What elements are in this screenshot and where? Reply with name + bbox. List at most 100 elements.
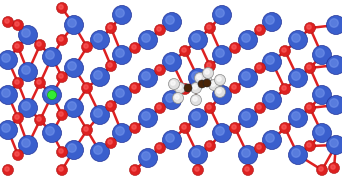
Circle shape — [113, 123, 132, 143]
Circle shape — [35, 115, 45, 125]
Circle shape — [116, 9, 124, 17]
Circle shape — [282, 125, 286, 129]
Circle shape — [292, 34, 300, 42]
Circle shape — [37, 80, 41, 84]
Circle shape — [5, 19, 9, 23]
Circle shape — [155, 25, 166, 36]
Circle shape — [197, 75, 201, 79]
Circle shape — [188, 68, 208, 88]
Circle shape — [15, 115, 19, 119]
Circle shape — [68, 62, 76, 70]
Circle shape — [238, 30, 258, 50]
Circle shape — [211, 82, 215, 86]
Circle shape — [207, 63, 211, 67]
Circle shape — [182, 86, 186, 90]
Circle shape — [0, 50, 17, 70]
Circle shape — [205, 140, 215, 152]
Circle shape — [214, 74, 225, 85]
Circle shape — [81, 42, 92, 53]
Circle shape — [289, 68, 307, 88]
Circle shape — [327, 136, 342, 154]
Circle shape — [182, 125, 186, 129]
Circle shape — [166, 134, 174, 142]
Circle shape — [130, 43, 141, 53]
Circle shape — [254, 102, 265, 114]
Circle shape — [0, 121, 17, 139]
Circle shape — [105, 60, 117, 71]
Circle shape — [81, 125, 92, 136]
Circle shape — [180, 46, 190, 57]
Circle shape — [113, 46, 132, 64]
Circle shape — [282, 48, 286, 52]
Circle shape — [257, 105, 261, 109]
Circle shape — [94, 109, 102, 117]
Circle shape — [2, 124, 10, 132]
Circle shape — [304, 22, 316, 33]
Circle shape — [307, 65, 311, 69]
Circle shape — [203, 79, 211, 87]
Circle shape — [263, 12, 281, 32]
Circle shape — [0, 85, 17, 105]
Circle shape — [198, 80, 206, 88]
Circle shape — [22, 29, 30, 37]
Circle shape — [209, 80, 220, 91]
Circle shape — [155, 102, 166, 114]
Circle shape — [203, 77, 207, 81]
Circle shape — [139, 108, 158, 128]
Circle shape — [68, 102, 76, 110]
Circle shape — [182, 48, 186, 52]
Circle shape — [84, 44, 88, 48]
Circle shape — [304, 102, 316, 114]
Circle shape — [94, 71, 102, 79]
Circle shape — [192, 149, 200, 157]
Circle shape — [59, 74, 63, 78]
Circle shape — [216, 89, 224, 97]
Circle shape — [59, 37, 63, 41]
Circle shape — [205, 102, 215, 114]
Circle shape — [212, 46, 232, 64]
Circle shape — [331, 165, 335, 169]
Circle shape — [65, 59, 83, 77]
Circle shape — [289, 30, 307, 50]
Circle shape — [330, 59, 338, 67]
Circle shape — [91, 105, 109, 125]
Circle shape — [48, 91, 56, 99]
Circle shape — [13, 112, 24, 123]
Circle shape — [13, 77, 24, 88]
Circle shape — [94, 146, 102, 154]
Circle shape — [42, 123, 62, 143]
Circle shape — [35, 77, 45, 88]
Circle shape — [212, 5, 232, 25]
Circle shape — [257, 65, 261, 69]
Circle shape — [266, 94, 274, 102]
Circle shape — [214, 87, 225, 98]
Circle shape — [13, 42, 24, 53]
Circle shape — [113, 85, 132, 105]
Circle shape — [91, 67, 109, 87]
Circle shape — [238, 108, 258, 128]
Circle shape — [162, 91, 182, 109]
Circle shape — [130, 83, 141, 94]
Circle shape — [193, 164, 203, 176]
Circle shape — [193, 97, 197, 101]
Circle shape — [166, 16, 174, 24]
Circle shape — [229, 122, 240, 133]
Circle shape — [232, 45, 236, 49]
Circle shape — [307, 25, 311, 29]
Circle shape — [108, 63, 112, 67]
Circle shape — [188, 30, 208, 50]
Circle shape — [188, 146, 208, 164]
Circle shape — [132, 125, 136, 129]
Circle shape — [174, 83, 185, 94]
Circle shape — [65, 140, 83, 160]
Circle shape — [242, 164, 253, 176]
Circle shape — [193, 85, 197, 89]
Circle shape — [2, 16, 13, 28]
Circle shape — [108, 140, 112, 144]
Circle shape — [113, 5, 132, 25]
Circle shape — [5, 167, 9, 171]
Circle shape — [242, 34, 250, 42]
Circle shape — [13, 149, 24, 160]
Circle shape — [313, 85, 331, 105]
Circle shape — [130, 122, 141, 133]
